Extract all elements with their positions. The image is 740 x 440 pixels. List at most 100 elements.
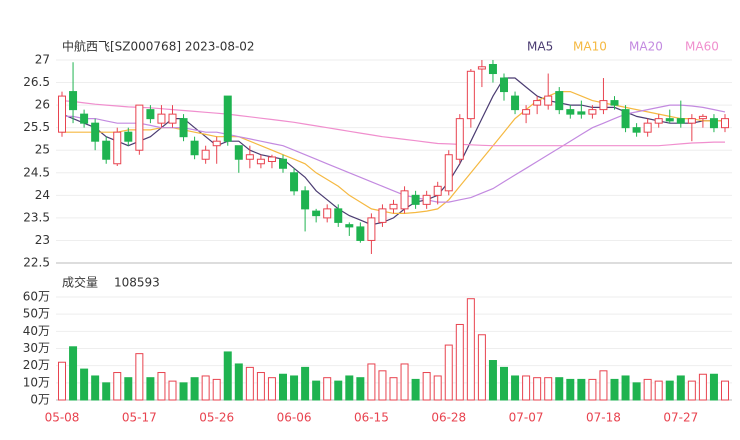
volume-bar <box>212 378 221 401</box>
x-tick-label: 07-18 <box>586 411 621 425</box>
x-tick-label: 05-26 <box>199 411 234 425</box>
volume-bar <box>621 375 630 401</box>
y-tick-label: 23.5 <box>23 210 50 224</box>
candle-body <box>190 140 199 156</box>
candle-body <box>687 118 696 124</box>
volume-bar <box>522 375 531 401</box>
volume-bar <box>654 380 663 401</box>
volume-bar <box>113 372 122 401</box>
candle-body <box>312 210 321 217</box>
candle-body <box>544 95 553 106</box>
candle-body <box>555 91 564 111</box>
candle-body <box>632 127 641 133</box>
candle-body <box>267 156 276 163</box>
candle-body <box>577 111 586 115</box>
volume-bar <box>367 363 376 401</box>
volume-bar <box>256 372 265 401</box>
candle-body <box>500 77 508 93</box>
volume-bar <box>389 377 398 401</box>
x-tick-label: 05-08 <box>45 411 80 425</box>
volume-bar <box>610 378 619 401</box>
volume-bar <box>58 361 66 401</box>
y-tick-label: 22.5 <box>23 256 50 270</box>
candle-body <box>168 113 177 124</box>
candle-body <box>290 172 299 192</box>
volume-bar <box>124 377 133 401</box>
y-tick-label: 24 <box>35 188 50 202</box>
volume-tick-label: 60万 <box>23 290 50 304</box>
volume-bar <box>290 375 299 401</box>
volume-bar <box>267 377 276 401</box>
candle-body <box>665 118 674 122</box>
candle-body <box>676 118 685 124</box>
chart-title: 中航西飞[SZ000768] 2023-08-02 <box>62 39 255 54</box>
candle-body <box>245 154 254 160</box>
x-tick-label: 07-27 <box>663 411 698 425</box>
volume-bar <box>555 377 564 401</box>
candle-body <box>643 122 652 133</box>
volume-bar <box>577 378 586 401</box>
x-tick-label: 06-28 <box>431 411 466 425</box>
candle-body <box>721 118 729 129</box>
candle-body <box>323 208 332 219</box>
volume-latest: 108593 <box>114 276 160 290</box>
volume-bar <box>345 375 354 401</box>
volume-bar <box>709 373 718 401</box>
y-tick-label: 25.5 <box>23 120 50 134</box>
candle-body <box>157 113 166 124</box>
volume-bar <box>544 377 553 401</box>
candle-body <box>345 224 354 228</box>
volume-bar <box>312 380 321 401</box>
candle-body <box>124 131 133 142</box>
x-tick-label: 07-07 <box>509 411 544 425</box>
volume-bar <box>80 368 89 401</box>
candle-body <box>201 149 210 160</box>
ma-line <box>62 104 726 203</box>
volume-bar <box>157 372 166 401</box>
x-tick-label: 05-17 <box>122 411 157 425</box>
volume-bar <box>466 298 475 401</box>
candle-body <box>599 100 608 111</box>
candle-body <box>113 131 122 165</box>
volume-bar <box>632 382 641 401</box>
volume-tick-label: 10万 <box>23 375 50 389</box>
candle-body <box>234 145 243 160</box>
volume-tick-label: 0万 <box>30 393 50 407</box>
candle-body <box>433 185 442 196</box>
volume-bar <box>676 375 685 401</box>
candle-body <box>356 226 365 241</box>
candle-body <box>698 115 707 120</box>
candle-body <box>367 217 376 241</box>
volume-bar <box>488 360 497 401</box>
legend-label: MA10 <box>573 40 607 54</box>
volume-bar <box>356 377 365 401</box>
candle-body <box>709 118 718 129</box>
volume-bar <box>477 334 486 401</box>
candle-body <box>511 95 520 111</box>
legend-label: MA5 <box>527 40 553 54</box>
candle-body <box>334 208 343 223</box>
volume-bar <box>433 375 442 401</box>
volume-bar <box>455 323 464 401</box>
volume-bar <box>91 375 100 401</box>
candle-body <box>146 109 155 120</box>
volume-bar <box>69 346 78 401</box>
volume-bar <box>511 375 520 401</box>
y-tick-label: 23 <box>35 233 50 247</box>
candle-body <box>80 113 89 124</box>
volume-bar <box>179 382 188 401</box>
candle-body <box>455 118 464 160</box>
candle-body <box>533 100 542 106</box>
candle-body <box>444 154 453 192</box>
volume-tick-label: 50万 <box>23 307 50 321</box>
volume-bar <box>422 372 431 401</box>
candle-body <box>400 190 409 210</box>
volume-bar <box>223 351 232 401</box>
volume-bar <box>190 377 199 401</box>
volume-tick-label: 40万 <box>23 324 50 338</box>
volume-bar <box>698 373 707 401</box>
legend-label: MA20 <box>629 40 663 54</box>
candle-body <box>179 118 188 138</box>
volume-bar <box>301 366 310 401</box>
candle-body <box>223 95 232 142</box>
